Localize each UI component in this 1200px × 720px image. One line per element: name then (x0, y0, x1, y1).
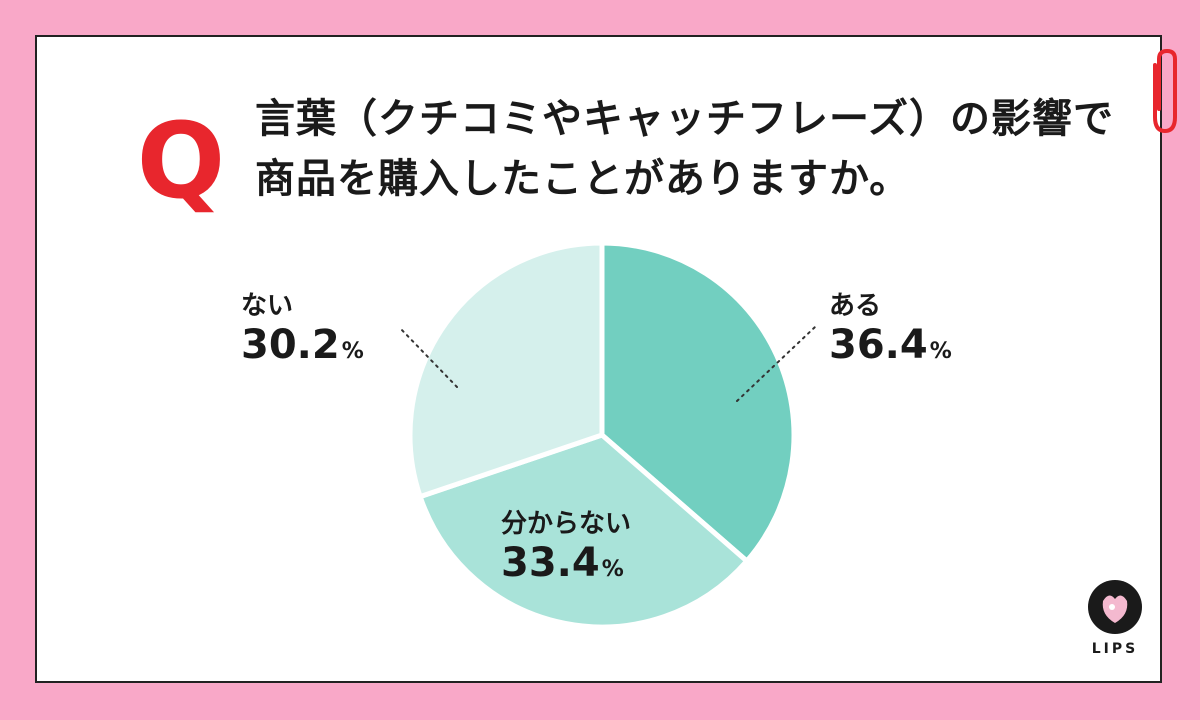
svg-text:Q: Q (137, 105, 225, 222)
pie-chart (398, 240, 816, 630)
slice-label-name: ある (829, 291, 882, 321)
slice-label-value: 33.4% (501, 540, 624, 586)
slice-label-nai: ない 30.2% (241, 289, 364, 374)
lips-logo-text: LIPS (1091, 641, 1139, 657)
leader-line-nai (398, 326, 458, 388)
slice-label-name: 分からない (501, 509, 632, 539)
title-line-2: 商品を購入したことがありますか。 (255, 156, 911, 202)
slice-label-value: 36.4% (829, 322, 952, 368)
slice-label-value: 30.2% (241, 322, 364, 368)
lips-logo-icon (1088, 580, 1142, 634)
pie-slice-wakaranai (417, 432, 750, 630)
slice-label-aru: ある 36.4% (829, 289, 952, 374)
page-title: 言葉（クチコミやキャッチフレーズ）の影響で 商品を購入したことがありますか。 (255, 89, 1114, 209)
card: Q 言葉（クチコミやキャッチフレーズ）の影響で 商品を購入したことがありますか。… (35, 35, 1177, 683)
slice-label-wakaranai: 分からない 33.4% (501, 507, 631, 592)
lips-logo: LIPS (1085, 577, 1145, 661)
slice-label-name: ない (241, 291, 294, 321)
question-q-icon: Q (137, 105, 225, 222)
pie-slice-aru (599, 240, 797, 564)
paperclip-icon (1153, 48, 1177, 134)
title-line-1: 言葉（クチコミやキャッチフレーズ）の影響で (255, 96, 1114, 142)
pie-slice-nai (407, 240, 605, 500)
